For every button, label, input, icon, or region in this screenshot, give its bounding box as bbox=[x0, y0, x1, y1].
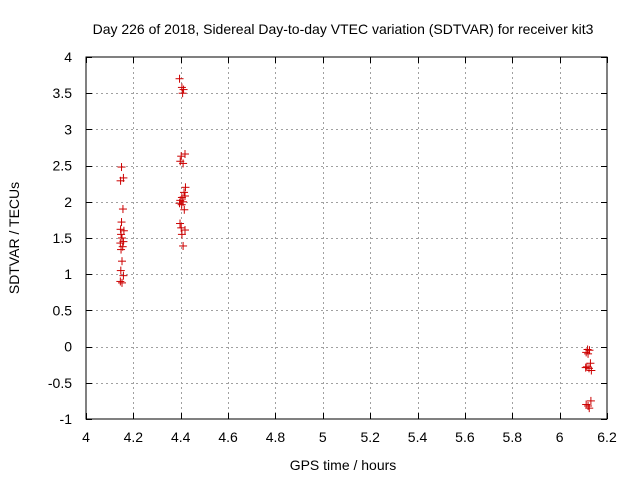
x-tick-label: 4.2 bbox=[124, 429, 144, 445]
data-point bbox=[116, 266, 125, 275]
data-point bbox=[584, 349, 593, 358]
data-point bbox=[119, 271, 128, 280]
y-tick-label: 0.5 bbox=[53, 302, 73, 318]
x-axis-label: GPS time / hours bbox=[290, 457, 397, 473]
data-point bbox=[179, 241, 188, 250]
data-point bbox=[118, 205, 127, 214]
x-tick-label: 5.4 bbox=[408, 429, 428, 445]
data-point bbox=[117, 257, 126, 266]
y-tick-labels: -1 -0.5 0 0.5 1 1.5 2 2.5 3 3.5 4 bbox=[48, 49, 72, 427]
data-point bbox=[180, 150, 189, 159]
chart-title: Day 226 of 2018, Sidereal Day-to-day VTE… bbox=[93, 21, 594, 37]
data-point bbox=[585, 404, 594, 413]
x-tick-labels: 4 4.2 4.4 4.6 4.8 5 5.2 5.4 5.6 5.8 6 6.2 bbox=[82, 429, 617, 445]
data-point bbox=[177, 152, 186, 161]
data-point bbox=[586, 359, 595, 368]
data-point bbox=[116, 277, 125, 286]
y-tick-label: 3.5 bbox=[53, 85, 73, 101]
data-point bbox=[586, 396, 595, 405]
data-point bbox=[175, 199, 184, 208]
x-tick-label: 5 bbox=[319, 429, 327, 445]
y-tick-label: 4 bbox=[64, 49, 72, 65]
data-point bbox=[117, 245, 126, 254]
data-point bbox=[119, 173, 128, 182]
data-point bbox=[587, 366, 596, 375]
data-point bbox=[176, 219, 185, 228]
data-point bbox=[177, 200, 186, 209]
data-point bbox=[117, 234, 126, 242]
data-point bbox=[117, 218, 126, 227]
x-tick-label: 4 bbox=[82, 429, 90, 445]
x-tick-label: 6 bbox=[556, 429, 564, 445]
grid bbox=[86, 57, 607, 419]
data-point bbox=[177, 223, 186, 232]
y-tick-label: 3 bbox=[64, 121, 72, 137]
data-point bbox=[582, 362, 591, 371]
data-point bbox=[582, 348, 591, 357]
x-tick-label: 6.2 bbox=[597, 429, 617, 445]
data-point bbox=[180, 205, 189, 214]
x-tick-label: 5.2 bbox=[360, 429, 380, 445]
axis-ticks bbox=[86, 57, 608, 420]
y-tick-label: 2 bbox=[64, 194, 72, 210]
x-tick-label: 4.6 bbox=[218, 429, 238, 445]
data-point bbox=[181, 183, 190, 192]
x-tick-label: 4.8 bbox=[266, 429, 286, 445]
y-tick-label: 1 bbox=[64, 266, 72, 282]
x-tick-label: 5.6 bbox=[455, 429, 475, 445]
y-tick-label: -1 bbox=[60, 411, 73, 427]
data-points bbox=[116, 74, 596, 413]
y-tick-label: 2.5 bbox=[53, 158, 73, 174]
data-point bbox=[180, 226, 189, 235]
y-tick-label: 1.5 bbox=[53, 230, 73, 246]
data-point bbox=[180, 188, 189, 197]
y-axis-label: SDTVAR / TECUs bbox=[6, 182, 22, 294]
data-point bbox=[177, 83, 186, 92]
data-point bbox=[581, 363, 590, 372]
x-tick-label: 5.8 bbox=[503, 429, 523, 445]
x-tick-label: 4.4 bbox=[171, 429, 191, 445]
data-point bbox=[117, 230, 126, 239]
data-point bbox=[179, 85, 188, 94]
data-point bbox=[117, 278, 126, 287]
y-tick-label: -0.5 bbox=[48, 375, 72, 391]
y-tick-label: 0 bbox=[64, 339, 72, 355]
data-point bbox=[178, 89, 187, 98]
data-point bbox=[117, 163, 126, 172]
data-point bbox=[175, 74, 184, 83]
data-point bbox=[179, 159, 188, 168]
data-point bbox=[177, 230, 186, 239]
